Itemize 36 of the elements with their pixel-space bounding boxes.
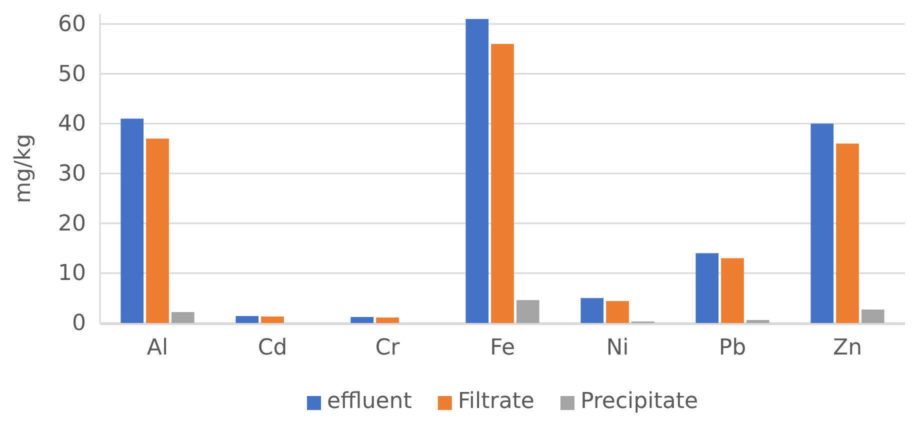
y-tick-label: 60 (58, 12, 86, 38)
x-tick-label: Fe (490, 336, 515, 361)
y-tick-label: 50 (58, 62, 86, 87)
y-tick-label: 0 (72, 311, 86, 336)
y-tick-label: 20 (58, 211, 86, 236)
x-tick-label: Ni (606, 336, 629, 361)
bar (861, 310, 884, 323)
bar (836, 144, 859, 323)
y-tick-label: 10 (58, 261, 86, 286)
y-tick-label: 30 (58, 162, 86, 187)
y-axis-title: mg/kg (11, 134, 36, 204)
legend-label: effluent (327, 389, 412, 414)
x-tick-label: Al (146, 336, 168, 361)
bar (236, 316, 259, 323)
bar (171, 312, 194, 323)
bar (350, 317, 374, 323)
x-tick-label: Pb (718, 336, 746, 361)
legend-label: Precipitate (580, 389, 698, 414)
bar (146, 138, 169, 323)
x-tick-label: Cr (375, 336, 401, 361)
x-tick-label: Zn (832, 336, 862, 361)
y-tick-label: 40 (58, 112, 86, 137)
bar (466, 18, 489, 323)
x-tick-label: Cd (258, 336, 288, 361)
bar (810, 124, 834, 323)
bar (721, 258, 744, 323)
bar (606, 301, 629, 323)
bar (746, 320, 770, 323)
bar (261, 316, 284, 323)
bar (696, 253, 719, 323)
bar (120, 118, 144, 323)
bar (580, 298, 604, 323)
bar (491, 44, 514, 323)
bar (516, 300, 540, 323)
bar (376, 318, 399, 323)
legend-label: Filtrate (458, 389, 534, 414)
